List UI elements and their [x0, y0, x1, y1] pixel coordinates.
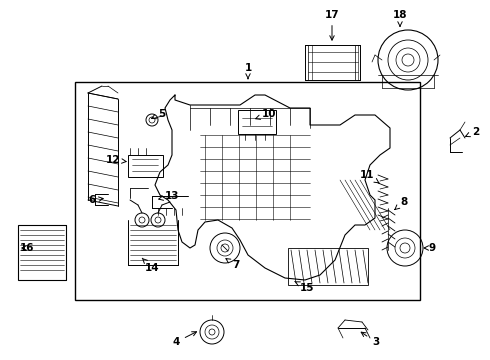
Text: 3: 3 — [361, 332, 379, 347]
Text: 2: 2 — [466, 127, 479, 137]
Text: 14: 14 — [142, 258, 159, 273]
Text: 12: 12 — [105, 155, 126, 165]
Bar — [75, 82, 420, 300]
Text: 7: 7 — [226, 258, 240, 270]
Bar — [305, 45, 360, 80]
Text: 6: 6 — [89, 195, 103, 205]
Text: 13: 13 — [159, 191, 179, 201]
Text: 16: 16 — [20, 243, 34, 253]
Text: 11: 11 — [360, 170, 380, 183]
Text: 15: 15 — [295, 282, 315, 293]
Bar — [238, 110, 276, 134]
Text: 9: 9 — [424, 243, 435, 253]
Bar — [128, 155, 163, 177]
Text: 10: 10 — [256, 109, 276, 120]
Text: 18: 18 — [393, 10, 407, 26]
Text: 1: 1 — [245, 63, 252, 78]
Bar — [288, 248, 368, 285]
Text: 8: 8 — [395, 197, 407, 210]
Text: 5: 5 — [151, 109, 165, 119]
Bar — [18, 225, 66, 280]
Text: 4: 4 — [172, 332, 196, 347]
Text: 17: 17 — [325, 10, 339, 40]
